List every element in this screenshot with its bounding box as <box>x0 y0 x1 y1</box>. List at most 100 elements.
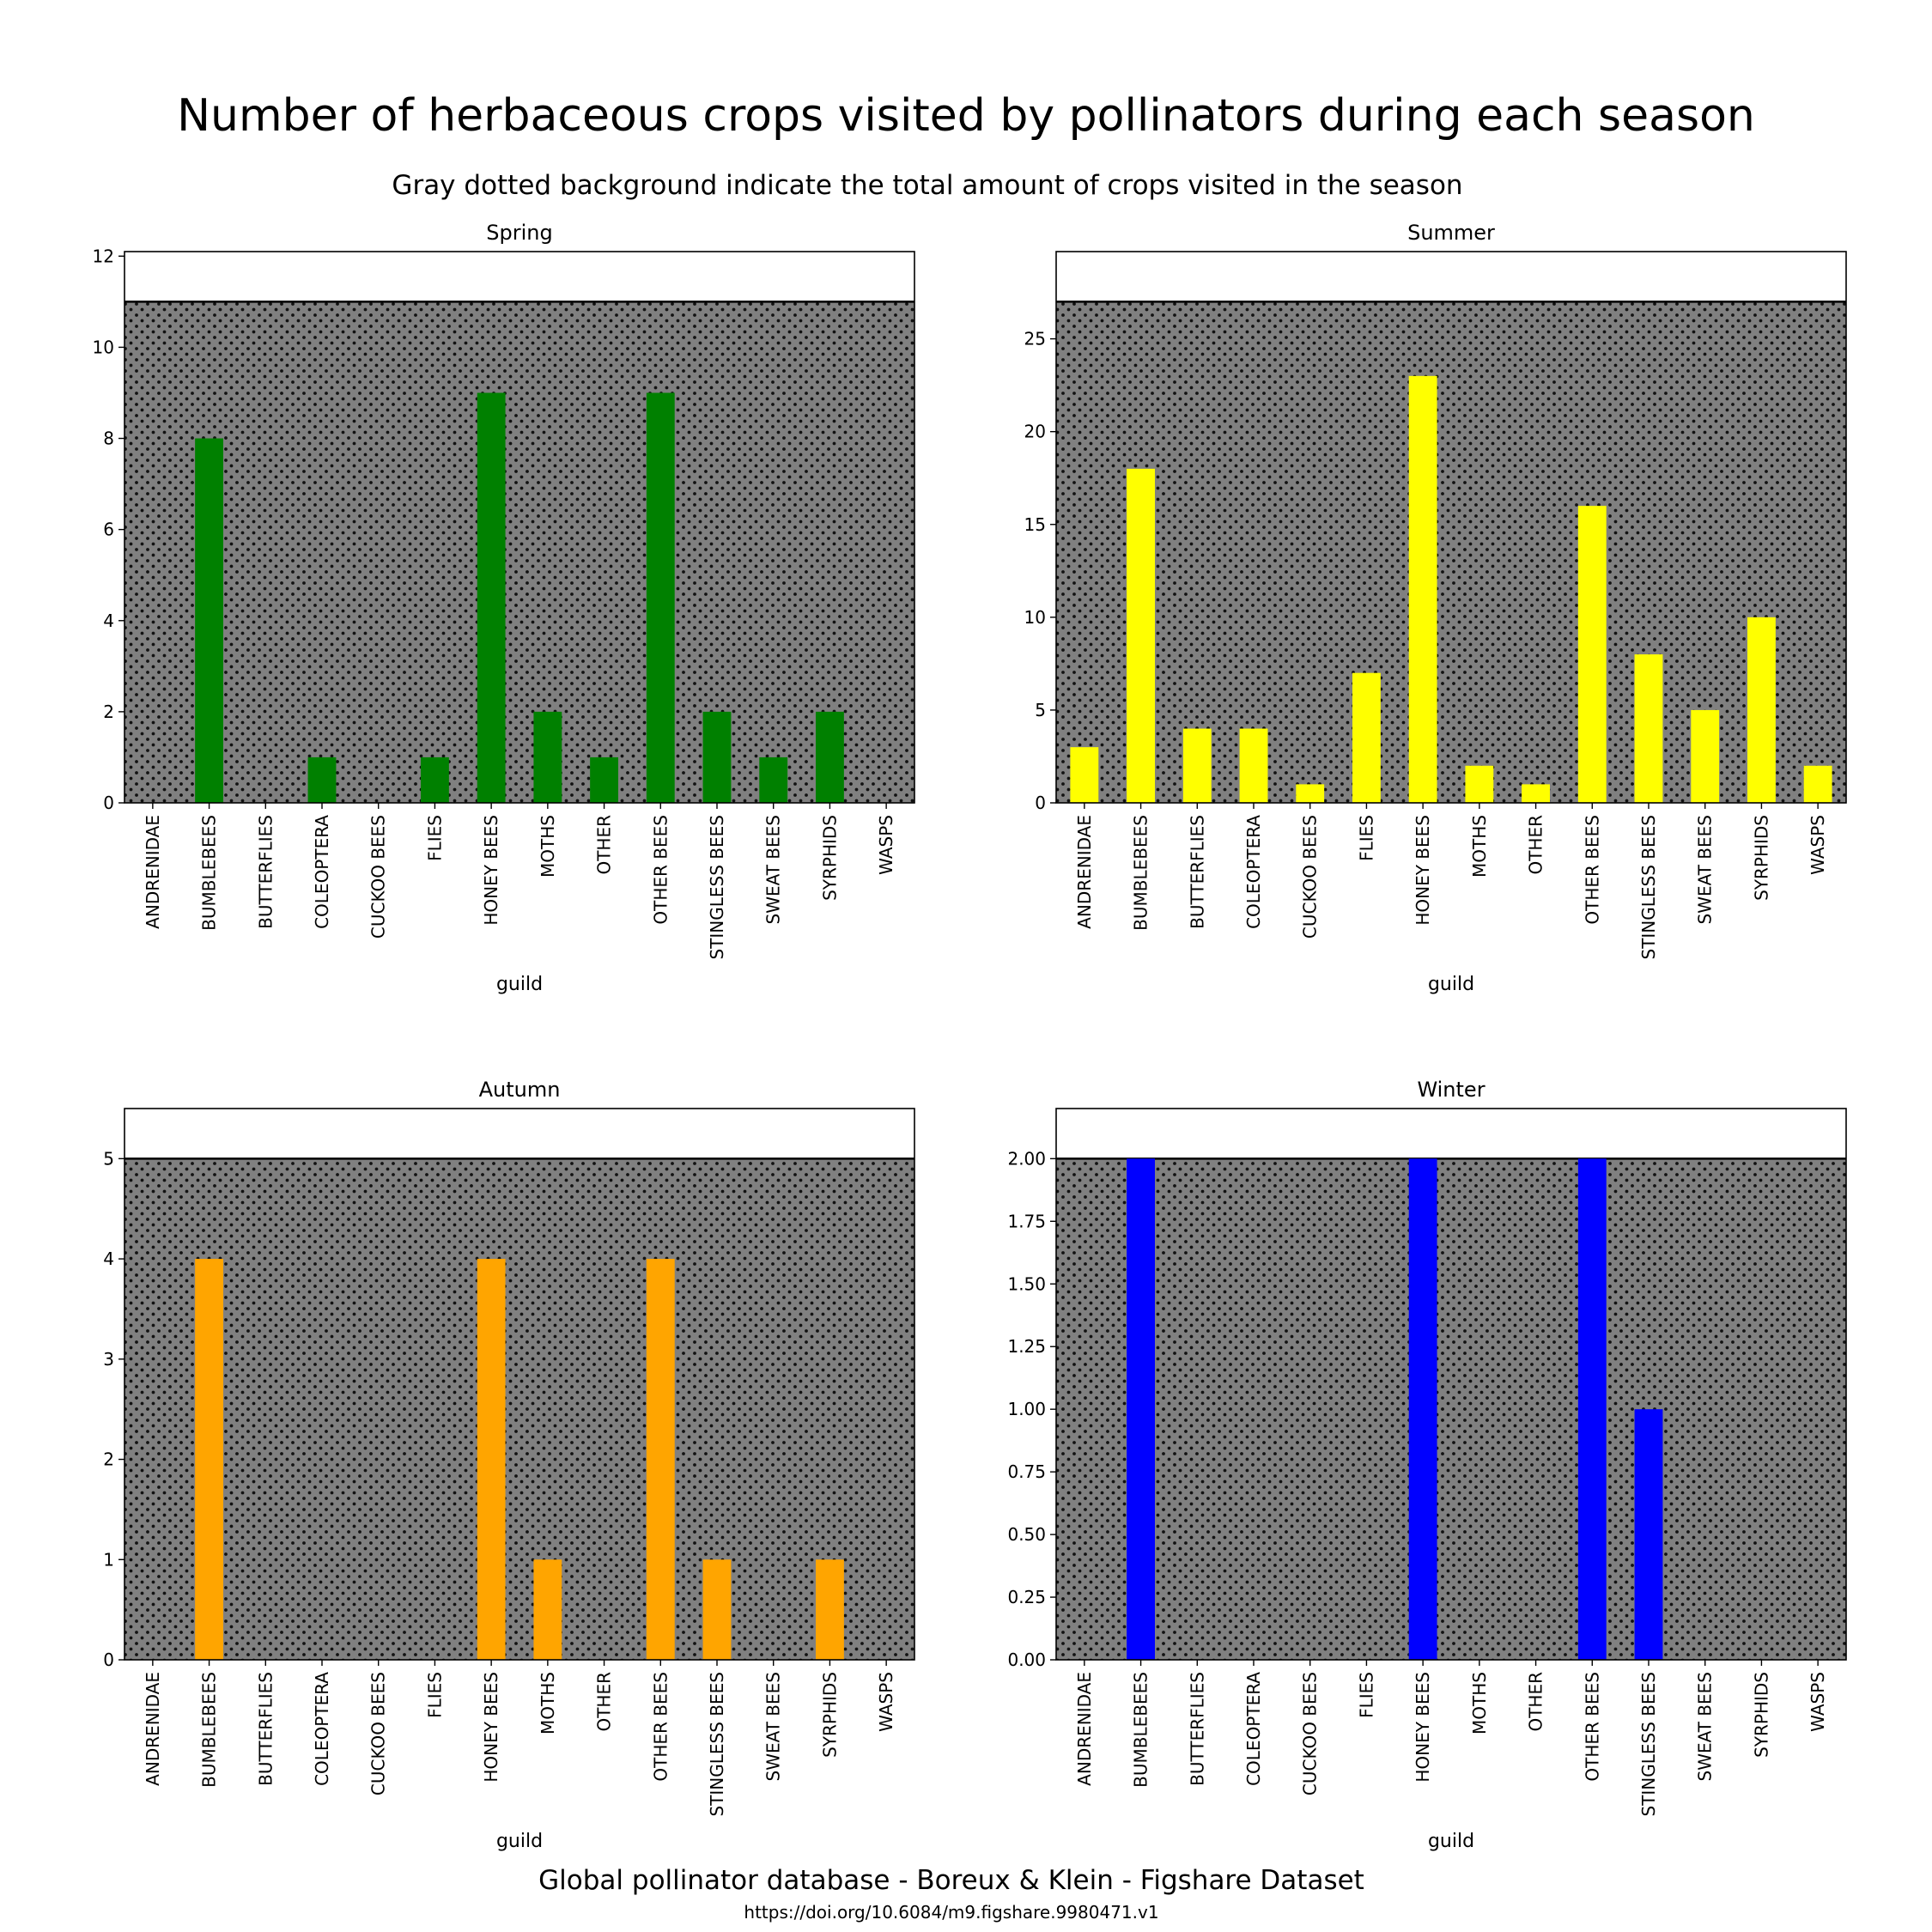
winter-xtick-label: HONEY BEES <box>1413 1672 1433 1783</box>
summer-axes-frame <box>1055 251 1847 804</box>
winter-axes-frame <box>1055 1108 1847 1661</box>
summer-bar-butterflies <box>1182 728 1212 803</box>
summer-ytick-label: 10 <box>1024 607 1046 628</box>
autumn-ytick-label: 5 <box>103 1148 114 1169</box>
autumn-ytick-label: 4 <box>103 1249 114 1269</box>
summer-bar-coleoptera <box>1239 728 1268 803</box>
autumn-xtick-label: BUTTERFLIES <box>255 1672 276 1786</box>
spring-bar-coleoptera <box>307 756 337 803</box>
spring-ytick-label: 0 <box>103 793 114 813</box>
summer-bar-honey-bees <box>1408 375 1437 803</box>
winter-ytick-label: 1.00 <box>1007 1399 1046 1419</box>
summer-xtick-label: FLIES <box>1356 815 1376 861</box>
winter-xtick-label: OTHER BEES <box>1582 1672 1602 1782</box>
spring-bar-other-bees <box>646 392 675 803</box>
winter-xtick-label: STINGLESS BEES <box>1638 1672 1659 1817</box>
panel-winter: 0.00 0.25 0.50 0.75 1.00 1.25 1.50 1.75 2.00 ANDR… <box>1007 1078 1847 1852</box>
panel-autumn: 0 1 2 3 4 5 ANDRENIDAE BUMBLEBEES BUTTERFLIES COL… <box>103 1078 915 1852</box>
summer-xtick-label: OTHER BEES <box>1582 815 1602 925</box>
autumn-bar-stingless-bees <box>702 1559 732 1660</box>
summer-bar-flies <box>1352 672 1381 803</box>
spring-bar-flies <box>421 756 449 803</box>
summer-bar-moths <box>1465 765 1494 803</box>
winter-xtick-label: ANDRENIDAE <box>1074 1672 1095 1786</box>
autumn-bar-syrphids <box>816 1559 844 1660</box>
spring-bar-honey-bees <box>477 392 506 803</box>
autumn-ytick-label: 1 <box>103 1549 114 1570</box>
spring-xtick-label: WASPS <box>876 815 896 875</box>
autumn-bar-honey-bees <box>477 1259 506 1660</box>
summer-xlabel: guild <box>1428 974 1474 995</box>
winter-xtick-label: CUCKOO BEES <box>1300 1672 1321 1795</box>
autumn-bar-bumblebees <box>195 1259 223 1660</box>
autumn-xtick-label: OTHER BEES <box>650 1672 671 1782</box>
autumn-xtick-label: CUCKOO BEES <box>368 1672 389 1795</box>
winter-ytick-label: 1.50 <box>1007 1273 1046 1294</box>
summer-xtick-label: SWEAT BEES <box>1695 815 1716 925</box>
spring-xtick-label: SYRPHIDS <box>819 815 840 901</box>
spring-xtick-label: HONEY BEES <box>481 815 501 926</box>
summer-bar-wasps <box>1803 765 1832 803</box>
figure-footer: Global pollinator database - Boreux & Kl… <box>538 1865 1364 1896</box>
summer-xtick-label: SYRPHIDS <box>1751 815 1771 901</box>
autumn-bar-other-bees <box>646 1259 675 1660</box>
autumn-xlabel: guild <box>496 1831 543 1852</box>
winter-xtick-label: OTHER <box>1526 1672 1546 1732</box>
summer-total-background <box>1056 301 1846 803</box>
summer-xtick-label: BUMBLEBEES <box>1131 815 1151 931</box>
figure-doi: https://doi.org/10.6084/m9.figshare.9980… <box>744 1902 1158 1923</box>
autumn-ytick-label: 2 <box>103 1449 114 1470</box>
spring-xtick-label: FLIES <box>424 815 445 861</box>
autumn-panel-title: Autumn <box>479 1078 561 1102</box>
autumn-xtick-label: FLIES <box>424 1672 445 1718</box>
summer-xtick-label: BUTTERFLIES <box>1187 815 1207 929</box>
spring-xtick-label: STINGLESS BEES <box>707 815 727 960</box>
spring-total-background <box>125 301 914 803</box>
autumn-xtick-label: WASPS <box>876 1672 896 1732</box>
spring-ytick-label: 6 <box>103 519 114 540</box>
summer-xtick-label: ANDRENIDAE <box>1074 815 1095 929</box>
summer-bar-syrphids <box>1747 617 1776 803</box>
winter-ytick-label: 0.75 <box>1007 1461 1046 1482</box>
autumn-axes-frame <box>124 1108 915 1661</box>
summer-bar-bumblebees <box>1127 468 1155 803</box>
winter-panel-title: Winter <box>1417 1078 1485 1102</box>
autumn-xtick-label: HONEY BEES <box>481 1672 501 1783</box>
autumn-ytick-label: 3 <box>103 1349 114 1370</box>
spring-ytick-label: 12 <box>93 246 114 266</box>
spring-bar-other <box>590 756 618 803</box>
autumn-bar-moths <box>533 1559 562 1660</box>
spring-bar-bumblebees <box>195 438 223 803</box>
summer-bar-sweat-bees <box>1691 709 1720 803</box>
summer-ytick-label: 15 <box>1024 514 1046 535</box>
spring-xtick-label: CUCKOO BEES <box>368 815 389 939</box>
autumn-xtick-label: ANDRENIDAE <box>143 1672 163 1786</box>
spring-xtick-label: OTHER BEES <box>650 815 671 925</box>
winter-ytick-label: 0.00 <box>1007 1649 1046 1670</box>
spring-xtick-label: BUTTERFLIES <box>255 815 276 929</box>
spring-xtick-label: OTHER <box>594 815 615 875</box>
summer-ytick-label: 20 <box>1024 422 1046 442</box>
summer-xtick-label: MOTHS <box>1469 815 1490 878</box>
winter-bar-honey-bees <box>1408 1158 1437 1660</box>
winter-bar-stingless-bees <box>1634 1409 1663 1660</box>
winter-xtick-label: COLEOPTERA <box>1243 1672 1264 1786</box>
panel-spring: 0 2 4 6 8 10 12 ANDRENIDAE BUMBLEBEES BUTTERFLIES… <box>93 221 915 995</box>
figure-title: Number of herbaceous crops visited by po… <box>177 90 1755 142</box>
winter-ytick-label: 0.50 <box>1007 1524 1046 1545</box>
winter-ytick-label: 2.00 <box>1007 1148 1046 1169</box>
spring-bar-stingless-bees <box>702 711 732 803</box>
winter-xtick-label: BUTTERFLIES <box>1187 1672 1207 1786</box>
autumn-total-background <box>125 1158 914 1660</box>
spring-panel-title: Spring <box>486 221 552 245</box>
winter-total-background <box>1056 1158 1846 1660</box>
summer-xtick-label: WASPS <box>1807 815 1828 875</box>
winter-xtick-label: BUMBLEBEES <box>1131 1672 1151 1788</box>
winter-bar-other-bees <box>1577 1158 1607 1660</box>
spring-xtick-label: COLEOPTERA <box>312 815 332 929</box>
summer-bar-other-bees <box>1577 506 1607 803</box>
summer-ytick-label: 25 <box>1024 329 1046 349</box>
summer-panel-title: Summer <box>1407 221 1495 245</box>
spring-bar-syrphids <box>816 711 844 803</box>
